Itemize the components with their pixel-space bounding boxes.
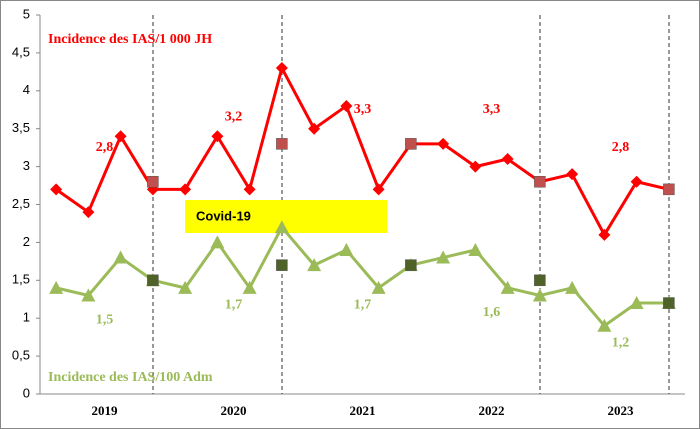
y-tick-label: 4 (23, 82, 30, 97)
point (500, 280, 515, 294)
point (371, 280, 386, 294)
point (114, 130, 127, 143)
point (81, 288, 96, 302)
y-tick-label: 2,5 (12, 196, 30, 211)
y-tick-label: 4,5 (12, 44, 30, 59)
x-tick-label: 2020 (221, 403, 247, 418)
point (405, 259, 417, 271)
point (629, 296, 644, 310)
point (501, 153, 514, 166)
x-tick-label: 2019 (92, 403, 119, 418)
year-value-label: 1,7 (354, 297, 372, 312)
point (437, 137, 450, 150)
covid-box (185, 200, 387, 233)
year-value-label: 3,3 (483, 102, 501, 117)
x-tick-label: 2022 (479, 403, 505, 418)
y-tick-label: 0 (23, 385, 30, 400)
annotation: Covid-19 (196, 208, 251, 223)
y-tick-label: 1 (23, 310, 30, 325)
x-tick-label: 2021 (350, 403, 376, 418)
point (372, 183, 385, 196)
point (405, 138, 417, 150)
point (469, 160, 482, 173)
point (276, 138, 288, 150)
point (147, 274, 159, 287)
point (663, 183, 675, 196)
point (276, 259, 288, 271)
point (340, 99, 353, 112)
point (274, 220, 289, 234)
point (565, 280, 580, 294)
point (436, 250, 451, 264)
point (598, 228, 611, 241)
year-value-label: 3,2 (225, 110, 243, 125)
point (534, 274, 546, 287)
point (275, 62, 288, 75)
point (468, 242, 483, 256)
point (566, 168, 579, 181)
year-value-label: 2,8 (96, 140, 114, 155)
point (243, 183, 256, 196)
point (663, 297, 675, 309)
point (534, 176, 546, 188)
point (597, 318, 612, 332)
point (339, 242, 354, 256)
point (630, 175, 643, 188)
y-tick-label: 3,5 (12, 120, 30, 135)
point (178, 280, 193, 294)
point (147, 176, 159, 188)
y-tick-label: 1,5 (12, 272, 30, 287)
point (307, 258, 322, 272)
series-label: Incidence des IAS/1 000 JH (48, 32, 212, 47)
point (50, 183, 63, 196)
year-value-label: 3,3 (354, 102, 372, 117)
point (49, 280, 64, 294)
point (211, 130, 224, 143)
series-label: Incidence des IAS/100 Adm (48, 370, 213, 385)
year-value-label: 1,6 (483, 305, 501, 320)
point (82, 206, 95, 219)
y-tick-label: 0,5 (12, 348, 30, 363)
point (113, 250, 128, 264)
x-tick-label: 2023 (608, 403, 635, 418)
year-value-label: 1,5 (96, 313, 114, 328)
point (179, 183, 192, 196)
y-tick-label: 2 (23, 234, 30, 249)
year-value-label: 1,7 (225, 297, 243, 312)
point (532, 288, 547, 302)
point (210, 235, 225, 249)
point (308, 122, 321, 135)
year-value-label: 1,2 (612, 335, 630, 350)
y-tick-label: 3 (23, 158, 30, 173)
year-value-label: 2,8 (612, 140, 630, 155)
point (242, 280, 257, 294)
y-tick-label: 5 (23, 6, 30, 21)
